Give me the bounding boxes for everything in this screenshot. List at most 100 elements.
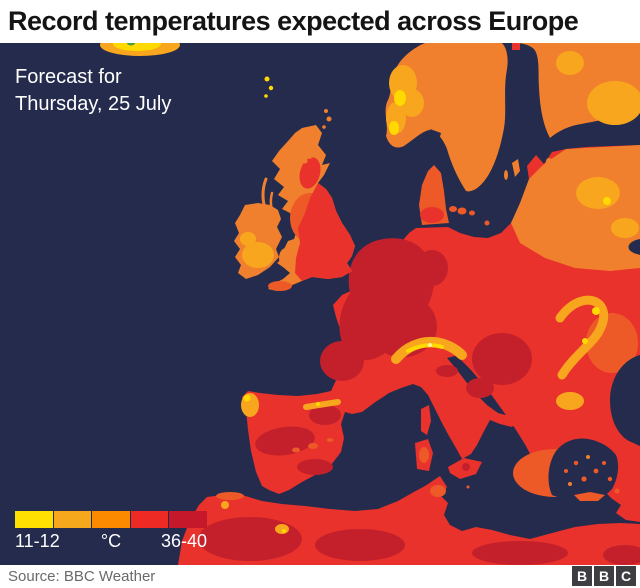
scandinavia-landmass [385,43,520,192]
egypt-hot-core [603,545,640,565]
source-credit: Source: BBC Weather [8,568,156,585]
legend-swatch-2 [53,511,92,528]
ukraine-amber-patch [576,177,620,209]
cornwall-band [268,281,292,291]
iceland-yellow-core [113,43,161,51]
aegean-island-7 [602,461,606,465]
bbc-logo-block-3: C [616,566,636,586]
pyrenees-yellow-core [316,402,320,406]
po-valley-hot-patch [436,365,458,377]
wales-cool-patch [279,248,293,268]
faroe-islands [264,76,270,82]
denmark-landmass [419,165,490,226]
great-britain-landmass [268,125,355,291]
spain-south-hot-patch [297,459,333,475]
denmark-south-warm [420,207,444,223]
legend-max-label: 36-40 [160,531,207,551]
forecast-annotation: Forecast for Thursday, 25 July [15,64,171,118]
atlas-yellow-core [282,529,286,533]
crete-island [574,492,605,501]
finland-landmass [512,43,640,138]
france-germany-hot-core [339,238,437,361]
sicily-hot-core [462,463,470,471]
alps-yellow-core [406,343,444,353]
gotland-island [512,159,520,177]
aegean-island-6 [568,482,572,486]
legend-min-label: 11-12 [15,531,60,551]
legend-swatch-3 [92,511,130,528]
legend-swatch-5 [169,511,207,528]
mallorca-island [308,443,318,449]
europe-temperature-map: Forecast for Thursday, 25 July 11-12 °C … [0,43,640,565]
ireland-landmass [234,203,282,279]
east-scotland-warm-patch [299,157,321,189]
norway-yellow-core [394,90,406,106]
alps-cool-arc [391,336,467,364]
menorca-island [326,438,334,442]
finland-cool-patch [587,81,640,125]
ireland-cool-patch-2 [240,232,256,246]
norway-yellow-core-2 [389,121,399,135]
hebrides-islands [261,177,268,213]
galicia-yellow-core [243,394,251,402]
rhodes-island [614,488,620,494]
baltic-islands [504,158,559,180]
aegean-island-5 [581,476,587,482]
tunisia-coast-patch [430,485,446,497]
temperature-legend: 11-12 °C 36-40 [15,511,207,553]
carpathians-yellow-core [592,307,600,315]
continental-europe-landmass [241,145,640,522]
algeria-hot-core [315,529,405,561]
oland-island [504,170,508,180]
orkney-islands [302,158,308,164]
legend-unit-label: °C [100,531,122,551]
amber-patch [611,218,639,238]
carpathians-south-patch [556,392,584,410]
legend-swatch-1 [15,511,53,528]
funen-island [449,206,457,212]
orkney-islands-2 [308,155,312,159]
corsica-island [421,405,431,435]
bbc-logo-block-1: B [572,566,592,586]
germany-hot-patch [416,250,448,286]
hebrides-islands-2 [269,191,276,217]
aegean-island-4 [593,468,599,474]
aegean-island-8 [607,476,613,482]
oslo-fjord [430,129,441,151]
mediterranean-islands [292,405,620,501]
legend-color-bar [15,511,207,528]
serbia-hot-patch [466,378,494,398]
north-atlantic-islands [100,43,332,257]
ebro-hot-patch [309,405,341,425]
carpathians-yellow-core-2 [582,338,588,344]
bbc-logo-block-2: B [594,566,614,586]
bornholm-island [484,220,490,226]
rif-cool-patch [221,501,229,509]
shetland-islands-3 [322,125,326,129]
aegean-island [564,469,568,473]
morocco-coast-band [216,492,244,500]
faroe-islands-3 [264,94,268,98]
finland-cool-patch-2 [556,51,584,75]
southwest-france-hot-patch [320,341,364,381]
sardinia-cool-patch [419,447,429,463]
page-title: Record temperatures expected across Euro… [8,6,579,36]
forecast-annotation-line1: Forecast for [15,66,122,88]
isle-of-man [290,253,296,257]
sea-overlays [548,239,640,500]
atlas-cool-patch [275,524,289,534]
baltic-inlet [628,239,640,255]
yellow-core [603,197,611,205]
pyrenees-cool-arc [303,399,341,410]
aegean-island-3 [586,455,590,459]
aegean-island-2 [573,460,579,466]
morocco-hot-core [198,517,302,561]
alps-bright-spot [428,343,432,347]
shetland-islands-2 [326,116,332,122]
carpathians-cool-arc [555,295,609,380]
norway-cool-patch-3 [400,89,424,117]
faroe-islands-2 [268,85,274,91]
